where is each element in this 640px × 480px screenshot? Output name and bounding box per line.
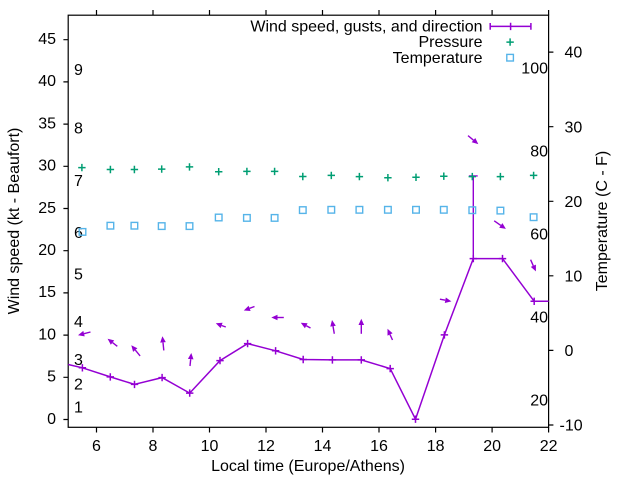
svg-text:18: 18: [427, 438, 445, 455]
svg-text:20: 20: [530, 393, 548, 410]
svg-text:Wind speed (kt - Beaufort): Wind speed (kt - Beaufort): [6, 128, 23, 315]
svg-text:20: 20: [565, 194, 583, 211]
svg-text:9: 9: [74, 62, 83, 79]
svg-text:20: 20: [38, 242, 56, 259]
svg-text:10: 10: [565, 268, 583, 285]
svg-text:2: 2: [74, 377, 83, 394]
svg-text:0: 0: [565, 343, 574, 360]
svg-text:6: 6: [92, 438, 101, 455]
svg-text:8: 8: [74, 121, 83, 138]
svg-text:-10: -10: [560, 418, 583, 435]
svg-text:10: 10: [38, 326, 56, 343]
svg-text:14: 14: [314, 438, 332, 455]
svg-text:0: 0: [47, 411, 56, 428]
svg-text:35: 35: [38, 115, 56, 132]
svg-text:Pressure: Pressure: [418, 34, 482, 51]
svg-text:4: 4: [74, 314, 83, 331]
svg-text:1: 1: [74, 400, 83, 417]
svg-text:7: 7: [74, 173, 83, 190]
svg-text:10: 10: [201, 438, 219, 455]
svg-text:Wind speed, gusts, and directi: Wind speed, gusts, and direction: [250, 19, 482, 36]
svg-text:3: 3: [74, 352, 83, 369]
svg-text:15: 15: [38, 284, 56, 301]
svg-text:8: 8: [149, 438, 158, 455]
svg-text:60: 60: [530, 226, 548, 243]
svg-text:30: 30: [38, 158, 56, 175]
svg-text:16: 16: [370, 438, 388, 455]
svg-text:20: 20: [483, 438, 501, 455]
svg-text:5: 5: [47, 369, 56, 386]
svg-text:Temperature (C - F): Temperature (C - F): [594, 151, 611, 291]
svg-text:22: 22: [540, 438, 558, 455]
svg-text:100: 100: [521, 60, 548, 77]
svg-text:12: 12: [257, 438, 275, 455]
svg-text:45: 45: [38, 31, 56, 48]
svg-text:40: 40: [565, 45, 583, 62]
svg-text:5: 5: [74, 267, 83, 284]
svg-text:25: 25: [38, 200, 56, 217]
svg-text:40: 40: [38, 73, 56, 90]
svg-text:Local time (Europe/Athens): Local time (Europe/Athens): [211, 458, 405, 475]
svg-text:30: 30: [565, 119, 583, 136]
svg-text:Temperature: Temperature: [393, 50, 483, 67]
svg-text:80: 80: [530, 143, 548, 160]
svg-text:40: 40: [530, 309, 548, 326]
